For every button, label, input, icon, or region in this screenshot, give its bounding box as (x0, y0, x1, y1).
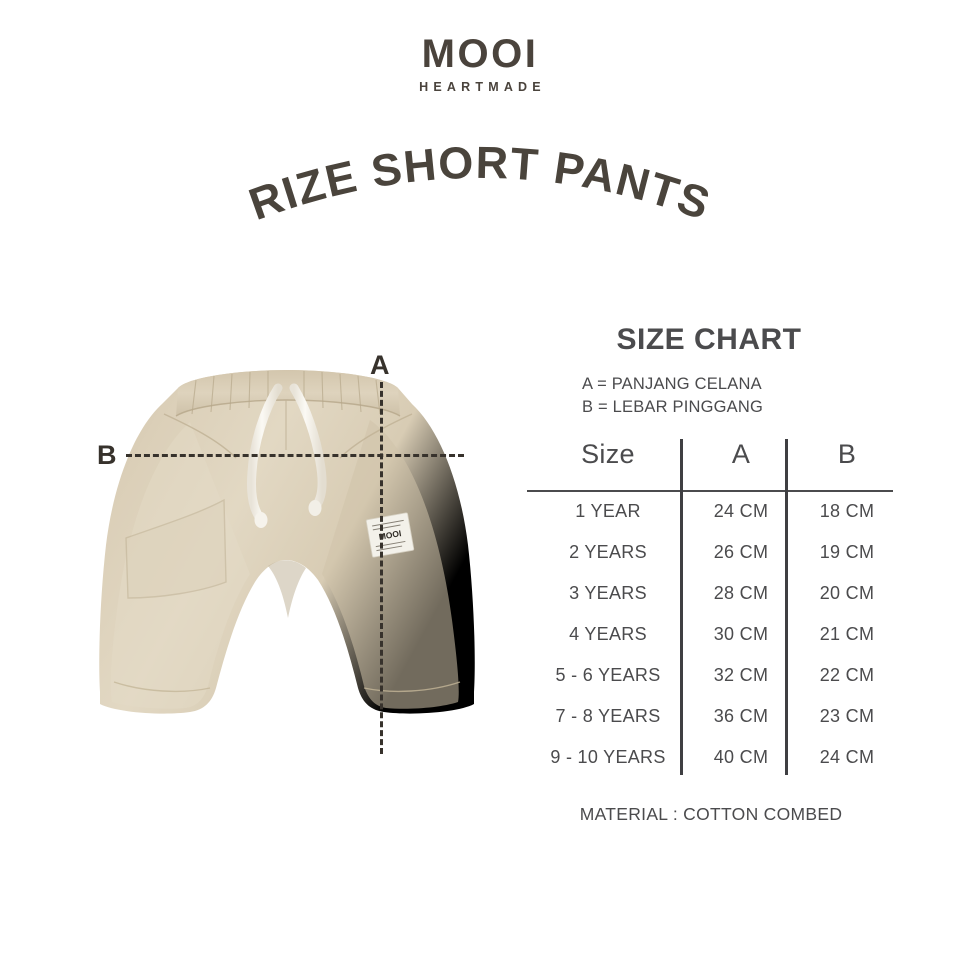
measurement-line-b (126, 454, 464, 457)
size-chart-panel: SIZE CHART A = PANJANG CELANA B = LEBAR … (520, 325, 920, 825)
right-hem-seam (363, 681, 461, 693)
column-header-size: Size (581, 439, 635, 470)
measure-a-cell: 36 CM (713, 705, 769, 726)
measurement-legend: A = PANJANG CELANA B = LEBAR PINGGANG (520, 373, 920, 419)
measure-a-cell: 30 CM (713, 623, 769, 644)
measure-b-cell: 24 CM (819, 746, 875, 767)
patch-pocket (125, 498, 227, 599)
material-note: MATERIAL : COTTON COMBED (579, 803, 843, 824)
page-title: RIZE SHORT PANTS (0, 128, 960, 228)
right-leg-shading (322, 420, 459, 709)
right-pocket-seam (339, 413, 413, 459)
size-cell: 7 - 8 YEARS (555, 705, 661, 726)
drawstring (247, 383, 327, 528)
brand-name: MOOI (421, 32, 539, 76)
measurement-line-a (380, 382, 383, 754)
legend-item-a: A = PANJANG CELANA (582, 375, 762, 393)
measurement-marker-a: A (370, 350, 390, 380)
table-header-rule (527, 489, 893, 492)
measure-b-cell: 18 CM (819, 500, 875, 521)
measure-b-cell: 22 CM (819, 664, 875, 685)
size-cell: 4 YEARS (569, 623, 647, 644)
measure-b-cell: 20 CM (819, 582, 875, 603)
size-cell: 3 YEARS (569, 582, 647, 603)
table-row: 4 YEARS 30 CM 21 CM (528, 614, 900, 655)
size-chart-heading: SIZE CHART (616, 323, 802, 356)
arched-title-svg: RIZE SHORT PANTS (242, 137, 717, 228)
left-pocket-seam (163, 413, 237, 459)
size-cell: 5 - 6 YEARS (555, 664, 661, 685)
care-label-brand: MOOI (378, 528, 402, 542)
measure-b-cell: 19 CM (819, 541, 875, 562)
left-hem-seam (113, 681, 211, 693)
drawstring-tip-left (254, 512, 268, 528)
crotch-shadow (268, 560, 306, 618)
column-header-b: B (837, 439, 857, 470)
measure-a-cell: 32 CM (713, 664, 769, 685)
shorts-illustration: MOOI (99, 370, 475, 714)
measure-a-cell: 28 CM (713, 582, 769, 603)
measure-a-cell: 40 CM (713, 746, 769, 767)
size-cell: 1 YEAR (575, 500, 641, 521)
legend-item-b: B = LEBAR PINGGANG (582, 397, 764, 416)
size-table-zone: Size A B 1 YEAR 24 CM 18 CM 2 YEARS 26 CM 19 … (527, 433, 900, 778)
column-header-a: A (731, 439, 751, 470)
measurement-marker-b: B (97, 440, 117, 470)
drawstring-right (289, 383, 327, 511)
product-title-text: RIZE SHORT PANTS (242, 137, 717, 228)
table-row: 5 - 6 YEARS 32 CM 22 CM (528, 655, 900, 696)
product-photo: MOOI (40, 330, 520, 760)
table-divider-1 (680, 438, 683, 775)
size-table-body: 1 YEAR 24 CM 18 CM 2 YEARS 26 CM 19 CM 3 YEARS… (528, 491, 900, 778)
size-cell: 2 YEARS (569, 541, 647, 562)
table-row: 2 YEARS 26 CM 19 CM (528, 532, 900, 573)
measure-a-cell: 24 CM (713, 500, 769, 521)
measure-a-cell: 26 CM (713, 541, 769, 562)
size-cell: 9 - 10 YEARS (550, 746, 666, 767)
table-divider-2 (785, 438, 788, 775)
table-row: 3 YEARS 28 CM 20 CM (528, 573, 900, 614)
brand-tagline: HEARTMADE (419, 80, 546, 94)
brand-logo: MOOI HEARTMADE (0, 34, 960, 94)
measure-b-cell: 23 CM (819, 705, 875, 726)
table-header-row: Size A B (528, 433, 900, 491)
table-row: 9 - 10 YEARS 40 CM 24 CM (528, 737, 900, 778)
table-row: 1 YEAR 24 CM 18 CM (528, 491, 900, 532)
drawstring-left (247, 383, 283, 523)
table-row: 7 - 8 YEARS 36 CM 23 CM (528, 696, 900, 737)
care-label: MOOI (365, 512, 415, 558)
size-table: Size A B 1 YEAR 24 CM 18 CM 2 YEARS 26 CM 19 … (528, 433, 900, 778)
measure-b-cell: 21 CM (819, 623, 875, 644)
drawstring-tip-right (308, 500, 322, 516)
